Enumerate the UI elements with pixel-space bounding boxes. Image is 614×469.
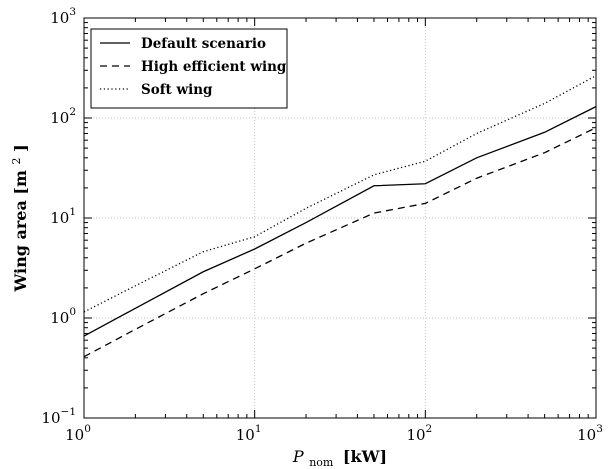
y-tick-base: 10 — [50, 109, 69, 127]
x-tick-base: 10 — [577, 426, 596, 444]
y-tick-exp: −1 — [61, 406, 76, 418]
x-tick-base: 10 — [65, 426, 84, 444]
y-axis-label-main: Wing area [m — [11, 170, 30, 293]
legend: Default scenario High efficient wing Soft … — [90, 28, 288, 109]
ticks — [83, 17, 597, 419]
y-tick-label: 10−1 — [41, 406, 76, 427]
x-tick-exp: 3 — [596, 423, 603, 435]
y-tick-exp: 0 — [69, 306, 76, 318]
x-tick-exp: 0 — [84, 423, 91, 435]
y-axis-label: Wing area [m 2 ] — [5, 144, 30, 292]
x-tick-exp: 1 — [255, 423, 262, 435]
series-line-1 — [83, 106, 597, 337]
x-tick-label: 100 — [65, 423, 91, 444]
x-tick-base: 10 — [236, 426, 255, 444]
x-tick-base: 10 — [406, 426, 425, 444]
y-tick-label: 103 — [50, 6, 76, 27]
y-tick-exp: 2 — [69, 106, 76, 118]
x-axis-label-subscript: nom — [309, 456, 334, 469]
x-tick-exp: 2 — [426, 423, 433, 435]
y-axis-label-superscript: 2 — [10, 158, 23, 165]
y-tick-base: 10 — [50, 209, 69, 227]
legend-box — [90, 28, 288, 109]
x-tick-label: 101 — [236, 423, 262, 444]
legend-entries: Default scenario High efficient wing Soft … — [100, 36, 287, 98]
x-tick-label: 103 — [577, 423, 603, 444]
series-line-3 — [83, 75, 597, 313]
y-tick-label: 102 — [50, 106, 76, 127]
y-tick-base: 10 — [50, 9, 69, 27]
y-tick-exp: 3 — [69, 6, 76, 18]
x-axis-label: P nom [kW] — [292, 447, 387, 469]
x-axis-label-main: P — [292, 447, 304, 466]
x-axis-label-unit: [kW] — [343, 447, 387, 466]
legend-label-3: Soft wing — [141, 82, 213, 98]
series-layer — [83, 75, 597, 358]
y-tick-base: 10 — [41, 409, 60, 427]
y-axis-label-close: ] — [11, 144, 30, 152]
legend-label-1: Default scenario — [141, 36, 266, 52]
y-tick-base: 10 — [50, 309, 69, 327]
y-tick-label: 100 — [50, 306, 76, 327]
series-line-2 — [83, 127, 597, 358]
legend-label-2: High efficient wing — [141, 59, 287, 75]
y-tick-exp: 1 — [69, 206, 76, 218]
x-tick-label: 102 — [406, 423, 432, 444]
y-tick-label: 101 — [50, 206, 76, 227]
